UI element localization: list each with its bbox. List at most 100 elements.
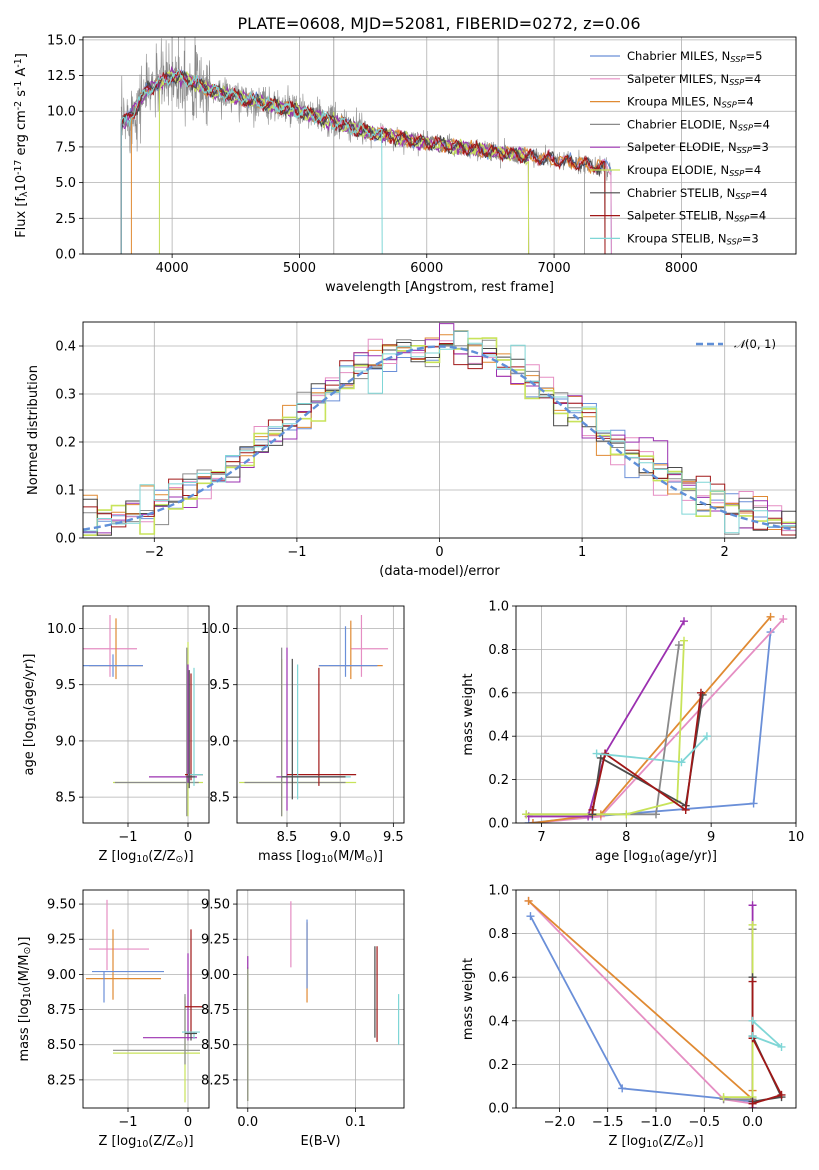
x-tick-label: 9.5 — [383, 830, 404, 845]
y-tick-label: 8.75 — [47, 1003, 76, 1018]
data-point-marker — [777, 1042, 786, 1051]
model-spectrum-line — [120, 68, 612, 254]
data-point-marker — [779, 615, 788, 624]
mass-weight-vs-age-panel: age [log10(age/yr)] mass weight — [461, 605, 797, 865]
y-tick-label: 8.5 — [209, 791, 230, 806]
x-tick-label: 0.0 — [237, 1115, 258, 1130]
mass-weight-vs-age-plot-area — [522, 612, 788, 823]
series-line — [723, 929, 754, 1101]
x-axis-label: (data-model)/error — [379, 564, 500, 579]
data-point-marker — [680, 636, 688, 645]
residuals-panel: (data-model)/error Normed distribution — [26, 321, 797, 579]
data-point-marker — [588, 805, 597, 814]
legend-entry: Chabrier ELODIE, NSSP=4 — [627, 117, 770, 132]
y-axis-label: Normed distribution — [26, 365, 41, 495]
y-tick-label: 0.4 — [55, 340, 76, 355]
y-tick-label: 9.25 — [201, 933, 230, 948]
data-point-marker — [618, 1084, 627, 1093]
mass-weight-vs-Z-plot-area — [524, 896, 786, 1108]
x-tick-label: −0.5 — [688, 1115, 720, 1130]
errorbar-point — [113, 996, 200, 1103]
spectrum-frame — [82, 36, 797, 255]
data-point-marker — [748, 1016, 757, 1025]
errorbar-point — [83, 654, 143, 677]
x-tick-label: −1 — [287, 545, 306, 560]
x-axis-label: mass [log10(M/M⊙)] — [258, 849, 383, 865]
mass-weight-vs-Z-frame — [515, 889, 797, 1109]
x-tick-label: −2 — [145, 545, 164, 560]
data-point-marker — [702, 732, 711, 741]
y-tick-label: 0.2 — [55, 436, 76, 451]
series-line — [751, 1020, 783, 1048]
y-tick-label: 10.0 — [47, 622, 76, 637]
data-point-marker — [719, 1093, 728, 1102]
data-point-marker — [696, 688, 705, 697]
data-point-marker — [674, 641, 683, 650]
data-point-marker — [524, 896, 533, 905]
series-line — [526, 640, 685, 816]
y-axis-label: mass [log10(M/M⊙)] — [17, 937, 33, 1062]
x-tick-label: 5000 — [283, 261, 316, 276]
y-tick-label: 0.0 — [55, 532, 76, 547]
data-point-marker — [652, 810, 660, 819]
x-tick-label: 8.5 — [277, 830, 298, 845]
spectrum-panel: wavelength [Angstrom, rest frame] Flux [f… — [13, 36, 797, 295]
age-vs-Z-frame — [82, 605, 210, 824]
data-point-marker — [522, 810, 531, 819]
x-tick-label: 8000 — [665, 261, 698, 276]
legend-entry: Kroupa MILES, NSSP=4 — [627, 95, 754, 110]
legend-entry: Salpeter ELODIE, NSSP=3 — [627, 140, 769, 155]
y-axis-label: mass weight — [461, 673, 476, 755]
y-tick-label: 0.6 — [488, 971, 509, 986]
data-point-marker — [748, 901, 757, 910]
legend-entry: Chabrier STELIB, NSSP=4 — [627, 186, 767, 201]
data-point-marker — [622, 810, 631, 819]
y-tick-label: 8.25 — [201, 1073, 230, 1088]
x-tick-label: 4000 — [156, 261, 189, 276]
y-tick-label: 1.0 — [488, 600, 509, 615]
residuals-frame — [82, 321, 797, 539]
y-tick-label: 9.25 — [47, 933, 76, 948]
errorbar-point — [114, 647, 199, 817]
x-tick-label: −2.0 — [544, 1115, 576, 1130]
mass-vs-EBV-panel: E(B-V) — [233, 889, 405, 1149]
x-axis-label: wavelength [Angstrom, rest frame] — [325, 280, 554, 295]
y-tick-label: 0.3 — [55, 388, 76, 403]
x-tick-label: −1.5 — [592, 1115, 624, 1130]
y-tick-label: 9.50 — [47, 898, 76, 913]
series-line — [532, 616, 772, 823]
x-tick-label: 0.0 — [742, 1115, 763, 1130]
normal-curve — [83, 345, 794, 531]
mass-vs-Z-frame — [82, 889, 210, 1109]
y-axis-label: Flux [fλ10-17 erg cm-2 s-1 A-1] — [13, 53, 30, 238]
errorbar-point — [92, 970, 164, 1003]
data-point-marker — [748, 1099, 757, 1108]
y-axis-label: mass weight — [461, 958, 476, 1040]
y-tick-label: 0.4 — [488, 1014, 509, 1029]
x-tick-label: 0 — [184, 1115, 192, 1130]
x-tick-label: 6000 — [410, 261, 443, 276]
data-point-marker — [748, 920, 757, 929]
data-point-marker — [766, 612, 775, 621]
data-point-marker — [677, 758, 686, 767]
gridlines — [237, 890, 404, 1108]
x-tick-label: 0.1 — [345, 1115, 366, 1130]
data-point-marker — [680, 617, 688, 626]
legend-entry: Salpeter STELIB, NSSP=4 — [627, 209, 766, 224]
y-tick-label: 0.0 — [488, 1102, 509, 1117]
errorbar-point — [113, 994, 200, 1065]
y-tick-label: 7.5 — [55, 140, 76, 155]
y-tick-label: 8.25 — [47, 1073, 76, 1088]
age-vs-Z-panel: Z [log10(Z/Z⊙)] age [log10(age/yr)] — [22, 605, 210, 865]
gridlines — [516, 889, 796, 1109]
errorbar-point — [89, 899, 149, 971]
y-tick-label: 0.0 — [55, 248, 76, 263]
y-tick-label: 0.4 — [488, 730, 509, 745]
mass-vs-Z-plot-area — [86, 899, 203, 1103]
series-line — [529, 915, 753, 1103]
x-tick-label: 7 — [537, 830, 545, 845]
figure-title: PLATE=0608, MJD=52081, FIBERID=0272, z=0… — [237, 14, 640, 33]
age-vs-mass-frame — [236, 605, 405, 824]
errorbar-point — [244, 647, 346, 817]
x-tick-label: 9.0 — [330, 830, 351, 845]
